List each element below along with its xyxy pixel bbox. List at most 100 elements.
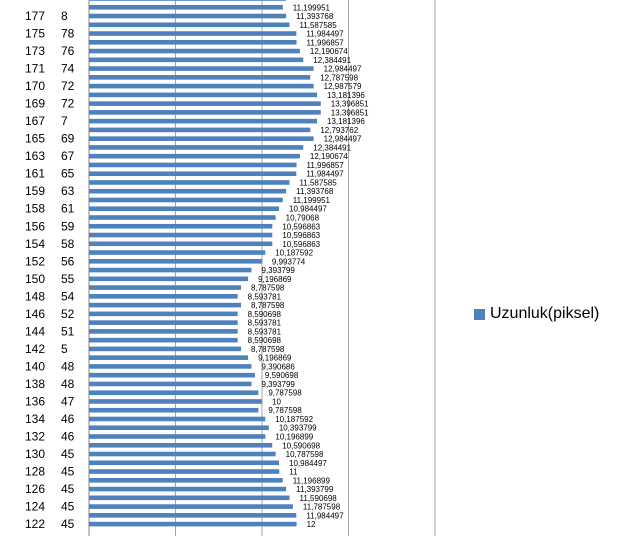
bar	[89, 495, 290, 501]
bar	[89, 311, 238, 317]
data-label: 13,396851	[331, 100, 369, 109]
category-label: 124	[25, 500, 45, 514]
category-label: 136	[25, 394, 45, 408]
bar	[89, 48, 300, 54]
bar	[89, 206, 280, 212]
bar	[89, 407, 259, 413]
category-sublabel: 69	[61, 132, 75, 146]
bar	[89, 486, 287, 492]
bar	[89, 320, 238, 325]
category-label: 140	[25, 359, 45, 373]
data-label: 12,793762	[320, 126, 358, 135]
data-label: 9,787598	[268, 389, 302, 398]
category-label: 138	[25, 377, 45, 391]
bar	[89, 75, 311, 80]
data-label: 10,590698	[282, 441, 320, 450]
bar	[89, 346, 242, 352]
data-label: 9,393799	[262, 380, 296, 389]
data-label: 10,187592	[275, 249, 313, 258]
data-label: 11,199951	[293, 196, 331, 205]
data-label: 12,190674	[310, 47, 348, 56]
bar	[89, 110, 321, 115]
category-sublabel: 55	[61, 272, 75, 286]
bar	[89, 118, 318, 124]
bar	[89, 171, 297, 176]
category-label: 159	[25, 184, 45, 198]
bar	[89, 92, 318, 98]
legend: Uzunluk(piksel)	[474, 305, 599, 323]
category-label: 134	[25, 412, 45, 426]
data-label: 10,596863	[282, 222, 320, 231]
data-label: 12,787598	[320, 73, 358, 82]
data-label: 10,596863	[282, 231, 320, 240]
category-sublabel: 72	[61, 79, 75, 93]
bar	[89, 416, 266, 422]
data-label: 11,996857	[307, 38, 345, 47]
category-sublabel: 46	[61, 430, 75, 444]
data-label: 13,181396	[327, 117, 365, 126]
bar	[89, 399, 262, 404]
category-sublabel: 7	[61, 114, 68, 128]
bar	[89, 364, 252, 369]
bar	[89, 478, 283, 483]
bar	[89, 250, 266, 255]
data-label: 8,787598	[251, 345, 285, 354]
category-sublabel: 65	[61, 167, 75, 181]
category-sublabel: 54	[61, 289, 75, 303]
bar	[89, 442, 273, 448]
category-sublabel: 46	[61, 412, 75, 426]
bar	[89, 162, 297, 168]
category-label: 146	[25, 307, 45, 321]
bar	[89, 13, 287, 19]
legend-swatch	[474, 308, 485, 320]
bar	[89, 0, 287, 1]
data-label: 11	[289, 468, 298, 477]
bar	[89, 180, 290, 185]
category-label: 122	[25, 517, 45, 531]
data-label: 12	[307, 520, 316, 529]
bar	[89, 460, 280, 466]
bar	[89, 329, 238, 334]
bar	[89, 267, 252, 273]
category-sublabel: 48	[61, 359, 75, 373]
bar	[89, 302, 242, 308]
category-labels: 177 8 175 78 173 76 171 74 170 72 169 72 167 7 165 69 16…	[25, 9, 75, 531]
data-label: 12,984497	[324, 65, 362, 74]
data-label: 8,787598	[251, 301, 285, 310]
bar	[89, 232, 273, 238]
data-label: 9,390686	[261, 362, 295, 371]
data-label: 9,787598	[268, 406, 302, 415]
category-label: 161	[25, 167, 45, 181]
category-sublabel: 48	[61, 377, 75, 391]
category-label: 150	[25, 272, 45, 286]
category-label: 130	[25, 447, 45, 461]
bar	[89, 241, 273, 247]
category-label: 167	[25, 114, 45, 128]
bar	[89, 66, 314, 71]
data-label: 8,593781	[248, 292, 282, 301]
bar	[89, 355, 249, 360]
bar	[89, 276, 249, 282]
data-label: 10,984497	[289, 205, 327, 214]
bar	[89, 57, 304, 63]
data-label: 12,190674	[310, 152, 348, 161]
bar	[89, 294, 238, 299]
bar	[89, 145, 304, 150]
data-label: 11,984497	[306, 170, 344, 179]
data-label: 11,590698	[300, 494, 338, 503]
category-label: 173	[25, 44, 45, 58]
category-label: 142	[25, 342, 45, 356]
category-sublabel: 61	[61, 202, 75, 216]
data-label: 8,787598	[251, 284, 285, 293]
category-sublabel: 47	[61, 394, 75, 408]
bar	[89, 337, 238, 343]
data-label: 11,393799	[296, 485, 334, 494]
category-sublabel: 56	[61, 254, 75, 268]
data-label: 10,984497	[289, 459, 327, 468]
data-label: 10,187592	[275, 415, 313, 424]
category-label: 132	[25, 430, 45, 444]
data-label: 8,593781	[248, 327, 282, 336]
category-label: 169	[25, 97, 45, 111]
data-label: 12,384491	[313, 56, 351, 65]
